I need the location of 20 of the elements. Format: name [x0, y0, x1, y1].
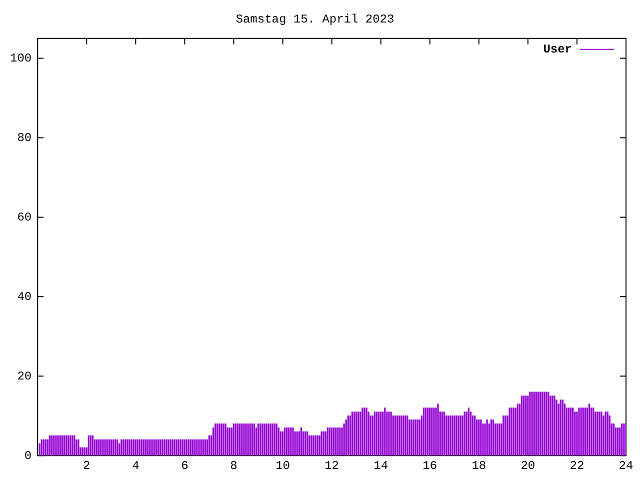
- y-tick-label: 100: [10, 51, 32, 66]
- x-tick-label: 6: [181, 458, 188, 473]
- x-tick-label: 2: [83, 458, 90, 473]
- x-tick-label: 18: [472, 458, 486, 473]
- x-tick-label: 10: [276, 458, 290, 473]
- text: User: [543, 42, 572, 56]
- x-tick-label: 24: [618, 458, 634, 473]
- y-tick-label: 60: [17, 210, 32, 224]
- x-tick-label: 22: [570, 458, 584, 473]
- chart-title: Samstag 15. April 2023: [236, 12, 394, 26]
- x-tick-label: 12: [324, 458, 340, 473]
- y-tick-label: 80: [17, 130, 32, 145]
- y-tick-label: 20: [17, 369, 32, 384]
- x-tick-label: 16: [422, 458, 438, 473]
- x-tick-label: 20: [520, 458, 536, 473]
- x-tick-label: 14: [374, 458, 388, 473]
- y-tick-label: 40: [17, 290, 32, 304]
- x-tick-label: 8: [230, 458, 238, 473]
- y-tick-label: 0: [24, 448, 32, 463]
- x-tick-label: 4: [132, 458, 140, 473]
